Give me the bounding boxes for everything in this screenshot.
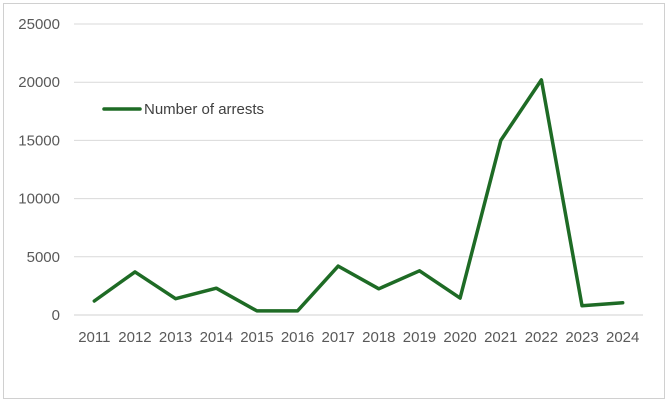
data-point-2011 — [93, 300, 96, 303]
y-axis-ticks: 0 5000 10000 15000 20000 25000 — [18, 16, 60, 324]
legend-label: Number of arrests — [144, 101, 264, 118]
x-tick-label: 2022 — [525, 329, 558, 346]
y-tick-label: 5000 — [27, 249, 60, 266]
x-tick-label: 2014 — [200, 329, 233, 346]
x-axis-ticks: 2011 2012 2013 2014 2015 2016 2017 2018 2019 2020… — [78, 329, 639, 346]
data-point-2018 — [377, 287, 380, 290]
x-tick-label: 2012 — [118, 329, 151, 346]
y-tick-label: 15000 — [18, 132, 60, 149]
x-tick-label: 2019 — [403, 329, 436, 346]
x-tick-label: 2024 — [606, 329, 639, 346]
x-tick-label: 2018 — [362, 329, 395, 346]
data-point-2020 — [459, 297, 462, 300]
y-tick-label: 25000 — [18, 16, 60, 33]
x-tick-label: 2015 — [240, 329, 273, 346]
series-line-0 — [92, 78, 625, 313]
x-tick-label: 2023 — [565, 329, 598, 346]
legend: Number of arrests — [102, 101, 264, 118]
series-layer — [92, 78, 625, 313]
data-point-2023 — [581, 304, 584, 307]
data-point-2022 — [540, 78, 543, 81]
data-point-2012 — [133, 270, 136, 273]
chart-frame — [3, 3, 665, 399]
data-point-2013 — [174, 297, 177, 300]
x-tick-label: 2017 — [321, 329, 354, 346]
y-tick-label: 20000 — [18, 74, 60, 91]
y-tick-label: 10000 — [18, 191, 60, 208]
data-point-2021 — [499, 139, 502, 142]
data-point-2024 — [621, 301, 624, 304]
gridlines — [74, 23, 643, 316]
x-tick-label: 2016 — [281, 329, 314, 346]
data-point-2016 — [296, 309, 299, 312]
data-point-2019 — [418, 269, 421, 272]
data-point-2015 — [255, 309, 258, 312]
data-point-2014 — [215, 287, 218, 290]
x-tick-label: 2011 — [78, 329, 110, 346]
data-point-2017 — [337, 265, 340, 268]
x-tick-label: 2020 — [443, 329, 476, 346]
x-tick-label: 2021 — [484, 329, 517, 346]
y-tick-label: 0 — [52, 307, 60, 324]
x-tick-label: 2013 — [159, 329, 192, 346]
